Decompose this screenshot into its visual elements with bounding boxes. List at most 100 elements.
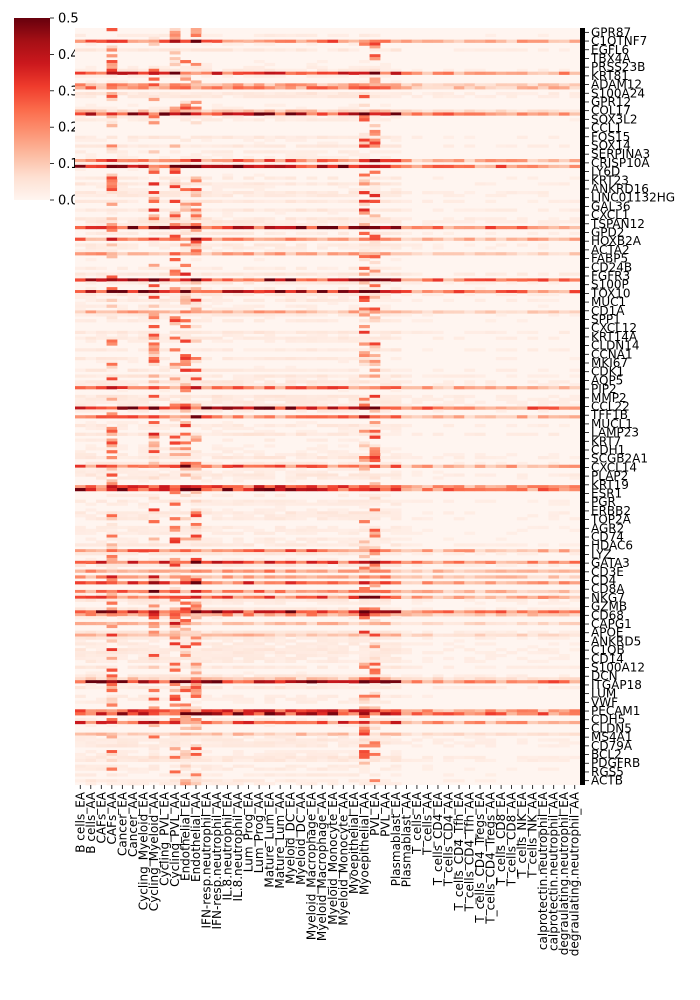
heatmap-cell [327, 68, 339, 72]
heatmap-cell [380, 549, 391, 553]
heatmap-cell [159, 313, 170, 317]
heatmap-cell [201, 156, 213, 160]
heatmap-cell [96, 199, 107, 203]
heatmap-cell [85, 246, 97, 250]
heatmap-cell [169, 488, 181, 492]
heatmap-cell [138, 298, 149, 302]
heatmap-cell [190, 636, 202, 640]
heatmap-cell [85, 272, 97, 276]
heatmap-cell [390, 485, 402, 489]
heatmap-cell [274, 164, 286, 169]
heatmap-cell [232, 552, 244, 556]
heatmap-cell [380, 266, 391, 270]
heatmap-cell [516, 476, 528, 480]
heatmap-cell [243, 138, 255, 142]
heatmap-cell [117, 543, 128, 547]
heatmap-cell [148, 499, 160, 503]
heatmap-cell [169, 348, 181, 352]
heatmap-cell [222, 601, 234, 605]
heatmap-cell [348, 377, 360, 381]
heatmap-cell [180, 103, 192, 107]
heatmap-cell [211, 94, 223, 99]
heatmap-cell [211, 453, 223, 457]
heatmap-cell [443, 68, 455, 72]
heatmap-cell [222, 470, 234, 474]
heatmap-cell [243, 488, 255, 492]
heatmap-cell [138, 648, 149, 652]
heatmap-cell [243, 528, 255, 532]
heatmap-cell [274, 150, 286, 154]
heatmap-cell [327, 476, 339, 480]
heatmap-cell [190, 485, 202, 489]
heatmap-cell [327, 633, 339, 637]
heatmap-cell [75, 92, 86, 96]
heatmap-cell [285, 485, 297, 489]
heatmap-cell [327, 645, 339, 649]
heatmap-cell [159, 659, 170, 664]
heatmap-cell [96, 409, 107, 413]
heatmap-cell [85, 589, 97, 594]
heatmap-cell [390, 645, 402, 649]
heatmap-cell [316, 223, 328, 227]
heatmap-cell [327, 488, 339, 492]
heatmap-cell [390, 429, 402, 433]
heatmap-cell [548, 651, 560, 655]
heatmap-cell [338, 159, 349, 163]
heatmap-cell [516, 71, 528, 75]
heatmap-cell [338, 109, 349, 113]
heatmap-cell [359, 610, 370, 614]
heatmap-cell [306, 653, 318, 658]
heatmap-cell [558, 656, 570, 661]
heatmap-cell [264, 310, 276, 314]
heatmap-cell [222, 185, 234, 189]
heatmap-cell [201, 613, 213, 617]
heatmap-cell [338, 295, 349, 300]
heatmap-cell [127, 278, 139, 282]
heatmap-cell [253, 191, 265, 195]
heatmap-cell [558, 569, 570, 573]
heatmap-cell [222, 281, 234, 285]
heatmap-cell [138, 193, 149, 198]
heatmap-cell [390, 188, 402, 192]
heatmap-cell [390, 138, 402, 142]
heatmap-cell [169, 569, 181, 573]
heatmap-cell [390, 656, 402, 661]
heatmap-cell [253, 537, 265, 541]
heatmap-cell [201, 409, 213, 413]
heatmap-cell [75, 83, 86, 87]
heatmap-cell [75, 575, 86, 579]
heatmap-cell [211, 543, 223, 547]
heatmap-cell [127, 464, 139, 468]
heatmap-cell [537, 456, 549, 460]
heatmap-cell [348, 92, 360, 96]
heatmap-cell [369, 528, 381, 532]
heatmap-cell [169, 199, 181, 203]
heatmap-cell [127, 159, 139, 163]
heatmap-cell [369, 292, 381, 297]
heatmap-cell [75, 653, 86, 658]
heatmap-cell [106, 575, 118, 579]
heatmap-cell [390, 432, 402, 436]
heatmap-cell [338, 508, 349, 512]
heatmap-cell [211, 150, 223, 154]
heatmap-cell [75, 589, 86, 594]
heatmap-cell [295, 607, 307, 611]
heatmap-cell [569, 610, 581, 614]
heatmap-cell [537, 86, 549, 90]
heatmap-cell [369, 456, 381, 460]
heatmap-cell [369, 677, 381, 681]
heatmap-cell [211, 502, 223, 506]
heatmap-cell [190, 94, 202, 99]
heatmap-cell [106, 400, 118, 404]
heatmap-cell [232, 112, 244, 116]
heatmap-cell [369, 68, 381, 72]
heatmap-cell [285, 499, 297, 503]
heatmap-cell [495, 677, 507, 681]
heatmap-cell [537, 71, 549, 75]
heatmap-cell [201, 92, 213, 96]
heatmap-cell [211, 499, 223, 503]
heatmap-cell [443, 575, 455, 579]
heatmap-cell [485, 112, 497, 116]
heatmap-cell [369, 92, 381, 96]
heatmap-cell [159, 607, 170, 611]
